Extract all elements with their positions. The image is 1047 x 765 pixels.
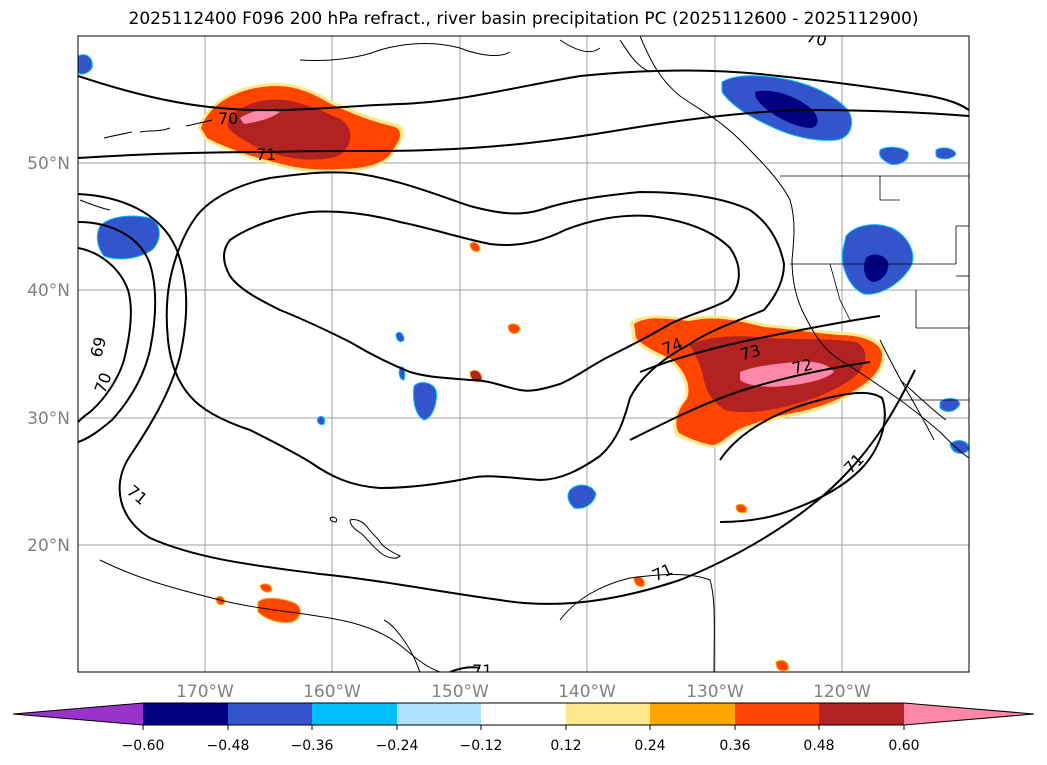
colorbar-tick-label-8: 0.36	[719, 738, 750, 754]
colorbar-segment-9	[819, 703, 904, 725]
colorbar-tick-label-10: 0.60	[888, 738, 919, 754]
colorbar-tick-label-4: −0.24	[376, 738, 419, 754]
colorbar-tick-label-7: 0.24	[634, 738, 665, 754]
colorbar-segment-7	[650, 703, 735, 725]
lon-label-170w: 170°W	[176, 682, 234, 702]
graticule	[78, 36, 969, 672]
coastlines	[79, 36, 969, 672]
colorbar-segment-1	[143, 703, 228, 725]
contour-label-71-north: 71	[256, 145, 276, 164]
colorbar: −0.60 −0.48 −0.36 −0.24 −0.12 0.12 0.24 …	[12, 702, 1035, 754]
contour-label-70-north: 70	[218, 109, 238, 128]
colorbar-segment-5	[481, 703, 566, 725]
lat-label-40n: 40°N	[27, 281, 70, 301]
colorbar-segment-4	[397, 703, 481, 725]
lon-label-130w: 130°W	[686, 682, 744, 702]
map-panel: 70 71 69 70 71 74 73 72 71 71 71 70	[77, 35, 970, 680]
map-title: 2025112400 F096 200 hPa refract., river …	[128, 9, 919, 29]
colorbar-tick-label-3: −0.36	[291, 738, 334, 754]
colorbar-tick-label-6: 0.12	[550, 738, 581, 754]
contour-label-72: 72	[790, 355, 815, 379]
precip-negative	[78, 54, 969, 509]
contour-label-73: 73	[738, 341, 763, 365]
lon-label-140w: 140°W	[558, 682, 616, 702]
map-frame	[77, 35, 970, 673]
colorbar-extend-low	[13, 703, 143, 725]
colorbar-tick-label-1: −0.60	[122, 738, 165, 754]
colorbar-segment-8	[735, 703, 819, 725]
lat-label-50n: 50°N	[27, 154, 70, 174]
colorbar-segment-6	[566, 703, 650, 725]
contour-label-71-bottom: 71	[472, 661, 492, 680]
colorbar-tick-label-9: 0.48	[803, 738, 834, 754]
colorbar-extend-high	[904, 703, 1034, 725]
latitude-labels: 50°N 40°N 30°N 20°N	[27, 154, 70, 556]
colorbar-ticks	[142, 725, 905, 730]
colorbar-segment-3	[312, 703, 397, 725]
boundaries	[780, 175, 969, 401]
lon-label-160w: 160°W	[303, 682, 361, 702]
colorbar-segment-2	[228, 703, 312, 725]
refractivity-contours	[78, 69, 969, 672]
lat-label-30n: 30°N	[27, 409, 70, 429]
lat-label-20n: 20°N	[27, 536, 70, 556]
colorbar-tick-label-2: −0.48	[207, 738, 250, 754]
lon-label-150w: 150°W	[431, 682, 489, 702]
colorbar-tick-label-5: −0.12	[460, 738, 503, 754]
lon-label-120w: 120°W	[813, 682, 871, 702]
contour-label-69: 69	[86, 335, 110, 360]
longitude-labels: 170°W 160°W 150°W 140°W 130°W 120°W	[176, 682, 871, 702]
